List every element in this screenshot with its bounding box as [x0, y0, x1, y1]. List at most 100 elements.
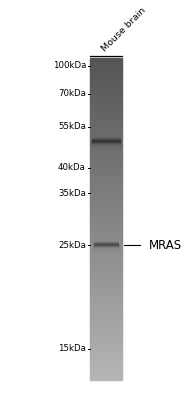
- Bar: [90, 225, 122, 226]
- Bar: [90, 70, 122, 71]
- Bar: [90, 247, 122, 248]
- Bar: [90, 352, 122, 353]
- Bar: [90, 323, 122, 324]
- Bar: [90, 301, 122, 302]
- Bar: [90, 78, 122, 79]
- Bar: [90, 310, 122, 312]
- Bar: [90, 290, 122, 291]
- Bar: [90, 348, 122, 349]
- Bar: [90, 111, 122, 112]
- Bar: [90, 210, 122, 211]
- Bar: [90, 349, 122, 350]
- Bar: [90, 255, 122, 256]
- Bar: [90, 362, 122, 363]
- Bar: [90, 235, 122, 236]
- Bar: [90, 233, 122, 234]
- Bar: [90, 186, 122, 187]
- Bar: [90, 270, 122, 271]
- Bar: [90, 347, 122, 348]
- Bar: [90, 61, 122, 62]
- Bar: [90, 135, 122, 136]
- Bar: [90, 104, 122, 106]
- Bar: [90, 330, 122, 331]
- Bar: [90, 93, 122, 94]
- Bar: [90, 379, 122, 380]
- Bar: [90, 338, 122, 339]
- Bar: [90, 261, 122, 262]
- Bar: [90, 280, 122, 282]
- Bar: [90, 322, 122, 323]
- Bar: [90, 307, 122, 308]
- Bar: [90, 188, 122, 189]
- Bar: [90, 370, 122, 372]
- Text: 15kDa: 15kDa: [58, 344, 86, 353]
- Bar: [90, 217, 122, 218]
- Bar: [90, 229, 122, 230]
- Bar: [90, 291, 122, 292]
- Bar: [90, 120, 122, 121]
- Bar: [90, 65, 122, 66]
- Bar: [90, 324, 122, 326]
- Bar: [90, 94, 122, 95]
- Bar: [90, 360, 122, 361]
- Bar: [90, 58, 122, 60]
- Bar: [90, 240, 122, 241]
- Bar: [90, 356, 122, 358]
- Text: 70kDa: 70kDa: [58, 89, 86, 98]
- Bar: [90, 113, 122, 114]
- Bar: [90, 375, 122, 376]
- Bar: [90, 366, 122, 367]
- Bar: [90, 108, 122, 109]
- Bar: [90, 258, 122, 259]
- Bar: [90, 354, 122, 356]
- Bar: [90, 159, 122, 160]
- Bar: [90, 71, 122, 72]
- Bar: [90, 264, 122, 266]
- Bar: [90, 173, 122, 174]
- Bar: [90, 364, 122, 365]
- Bar: [90, 170, 122, 171]
- Bar: [90, 158, 122, 159]
- Bar: [90, 286, 122, 287]
- Bar: [90, 274, 122, 275]
- Bar: [90, 201, 122, 202]
- Bar: [90, 248, 122, 249]
- Bar: [90, 128, 122, 129]
- Bar: [90, 205, 122, 206]
- Bar: [90, 66, 122, 67]
- Bar: [90, 112, 122, 113]
- Bar: [90, 123, 122, 124]
- Bar: [90, 309, 122, 310]
- Bar: [90, 333, 122, 334]
- Bar: [90, 242, 122, 243]
- Bar: [90, 115, 122, 116]
- Bar: [90, 183, 122, 184]
- Bar: [90, 332, 122, 333]
- Bar: [90, 122, 122, 123]
- Bar: [90, 204, 122, 205]
- Bar: [90, 306, 122, 307]
- Bar: [90, 326, 122, 328]
- Bar: [90, 222, 122, 224]
- Bar: [90, 60, 122, 61]
- Bar: [90, 151, 122, 152]
- Bar: [90, 141, 122, 142]
- Bar: [90, 269, 122, 270]
- Bar: [90, 200, 122, 201]
- Bar: [90, 176, 122, 178]
- Bar: [90, 110, 122, 111]
- Bar: [90, 154, 122, 155]
- Bar: [90, 195, 122, 196]
- Bar: [90, 156, 122, 157]
- Bar: [90, 337, 122, 338]
- Bar: [90, 284, 122, 285]
- Text: 35kDa: 35kDa: [58, 189, 86, 198]
- Bar: [90, 198, 122, 199]
- Bar: [90, 336, 122, 337]
- Bar: [90, 365, 122, 366]
- Bar: [90, 361, 122, 362]
- Bar: [90, 88, 122, 90]
- Bar: [90, 203, 122, 204]
- Bar: [90, 272, 122, 273]
- Bar: [90, 282, 122, 284]
